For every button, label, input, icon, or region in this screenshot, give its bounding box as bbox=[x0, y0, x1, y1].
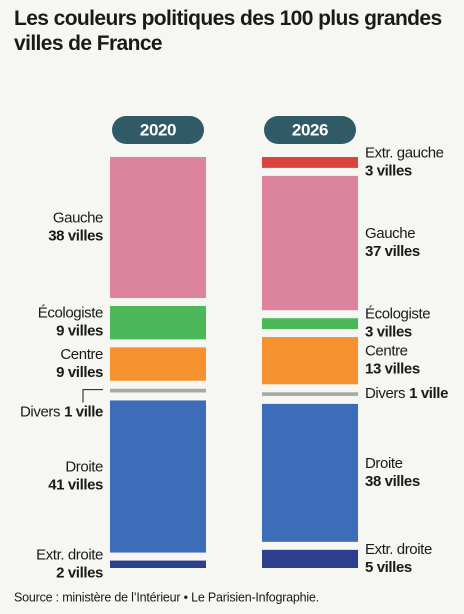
bar-segment bbox=[262, 175, 358, 311]
bar-segment bbox=[110, 305, 206, 340]
segment-name: Centre bbox=[60, 346, 103, 363]
segment-name: Écologiste bbox=[365, 306, 430, 323]
source: Source : ministère de l’Intérieur • Le P… bbox=[14, 590, 319, 604]
bar-segment bbox=[262, 392, 358, 396]
bar-segment bbox=[262, 157, 358, 168]
segment-name: Écologiste bbox=[38, 305, 103, 322]
segment-value: 5 villes bbox=[365, 559, 412, 576]
bar-segment bbox=[110, 388, 206, 393]
column-header: 2026 bbox=[292, 120, 328, 139]
header-pill bbox=[264, 116, 356, 144]
column-header: 2020 bbox=[140, 120, 176, 139]
segment-name: Droite bbox=[365, 455, 403, 472]
segment-name: Divers bbox=[365, 385, 405, 402]
segment-name: Gauche bbox=[53, 209, 103, 226]
segment-value: 37 villes bbox=[365, 243, 420, 260]
bar-segment bbox=[262, 337, 358, 385]
bar-segment bbox=[110, 560, 206, 568]
leader-line bbox=[82, 389, 103, 403]
bar-segment bbox=[262, 549, 358, 568]
segment-name: Centre bbox=[365, 343, 408, 360]
bar-segment bbox=[110, 400, 206, 553]
bar-segment bbox=[110, 157, 206, 298]
bar-segment bbox=[262, 318, 358, 330]
segment-value: 9 villes bbox=[56, 323, 103, 340]
segment-name: Gauche bbox=[365, 225, 415, 242]
segment-name: Extr. gauche bbox=[365, 144, 444, 161]
segment-value: 13 villes bbox=[365, 361, 420, 378]
segment-name: Extr. droite bbox=[36, 546, 103, 563]
segment-value: 1 ville bbox=[409, 385, 448, 402]
segment-name: Divers bbox=[20, 404, 60, 421]
segment-value: 9 villes bbox=[56, 364, 103, 381]
segment-value: 38 villes bbox=[365, 473, 420, 490]
segment-value: 38 villes bbox=[48, 227, 103, 244]
segment-name: Droite bbox=[65, 458, 103, 475]
bar-segment bbox=[262, 403, 358, 542]
segment-value: 41 villes bbox=[48, 476, 103, 493]
bar-segment bbox=[110, 347, 206, 381]
segment-value: 3 villes bbox=[365, 162, 412, 179]
header-pill bbox=[112, 116, 204, 144]
chart-title: Les couleurs politiques des 100 plus gra… bbox=[14, 7, 442, 55]
segment-value: 1 ville bbox=[64, 404, 103, 421]
segment-name: Extr. droite bbox=[365, 541, 432, 558]
segment-value: 2 villes bbox=[56, 564, 103, 581]
segment-value: 3 villes bbox=[365, 324, 412, 341]
